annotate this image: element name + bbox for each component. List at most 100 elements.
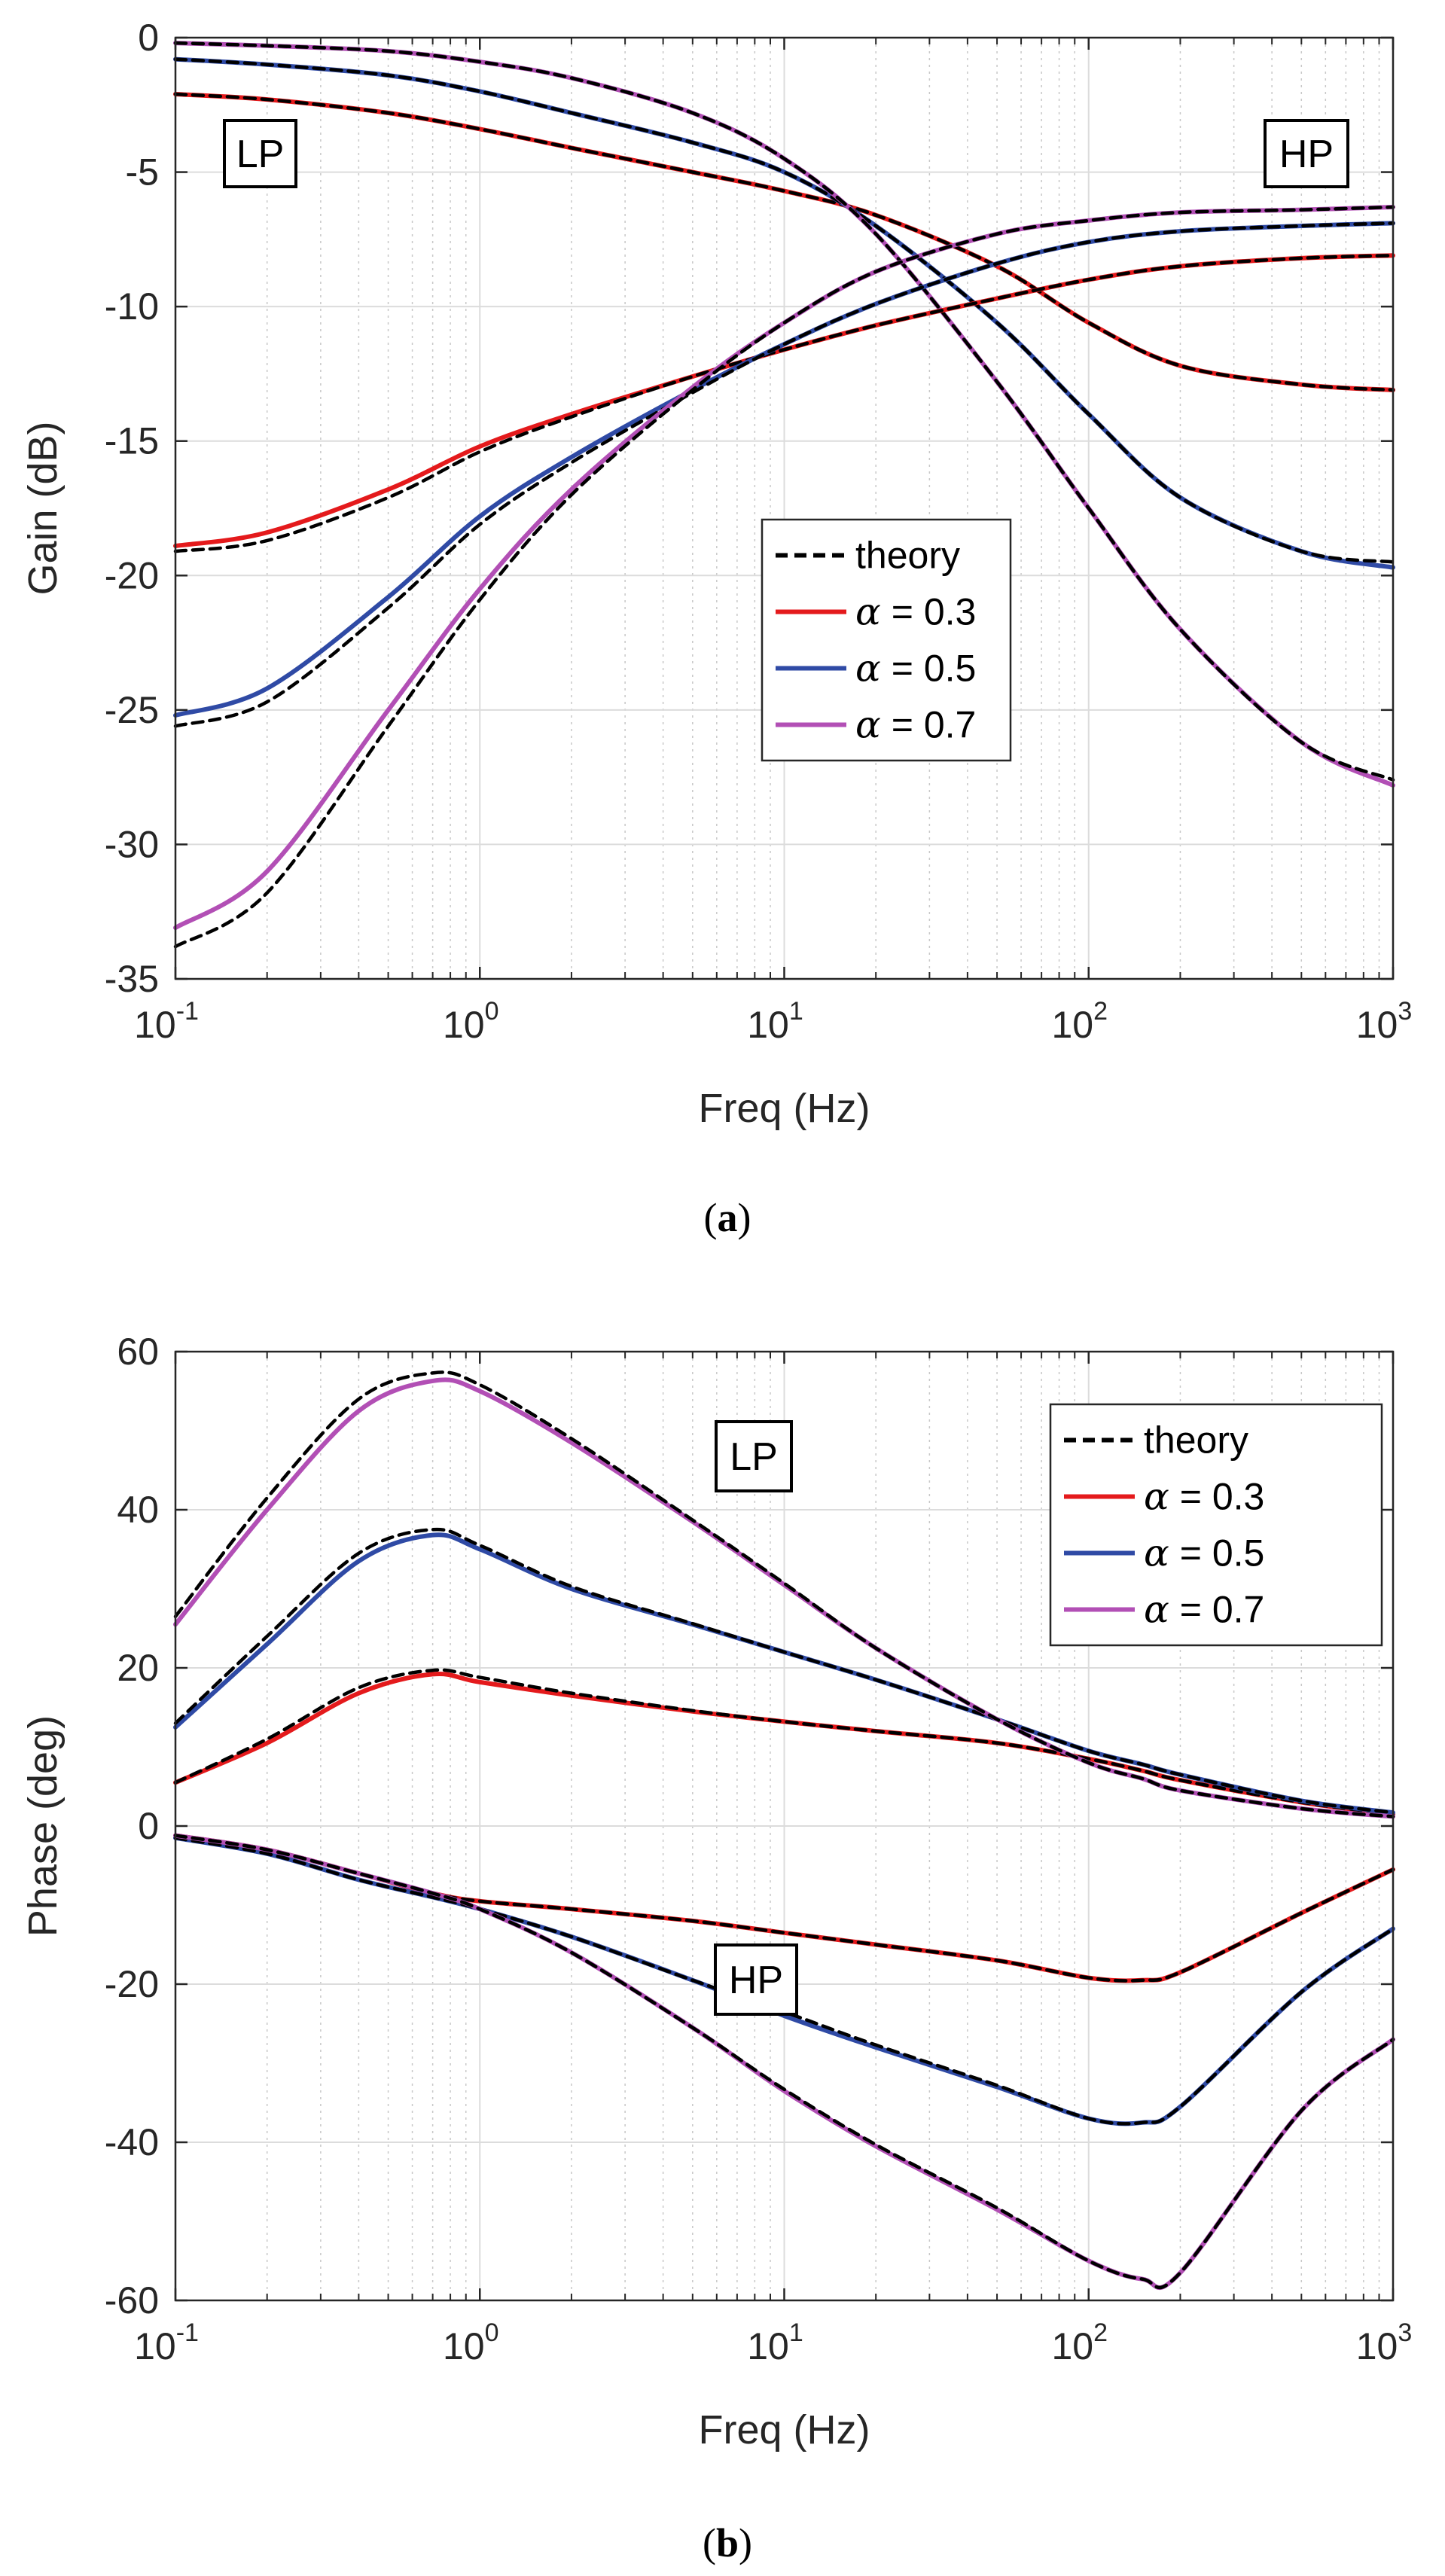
- y-tick-label: -40: [105, 2121, 159, 2163]
- x-tick-label: 102: [1051, 997, 1108, 1046]
- x-tick-label: 10-1: [134, 997, 199, 1046]
- series-hp-alpha-0-7-theory: [173, 1834, 1395, 2290]
- y-tick-label: -60: [105, 2279, 159, 2321]
- x-axis-label: Freq (Hz): [699, 1086, 870, 1131]
- legend-label: α = 0.3: [1144, 1475, 1264, 1519]
- series-group: [173, 41, 1395, 949]
- legend-symbol: α: [1144, 1588, 1169, 1632]
- annotation-lp: LP: [715, 1420, 793, 1492]
- series-lp-alpha-0-3-theory: [173, 92, 1395, 392]
- x-tick-base: 10: [747, 1004, 789, 1046]
- legend-symbol: α: [1144, 1532, 1169, 1575]
- x-tick-label: 101: [747, 997, 803, 1046]
- series-lp-alpha-0-3-theory: [173, 1668, 1395, 1816]
- annotation-hp: HP: [714, 1943, 798, 2016]
- legend-label: α = 0.5: [1144, 1532, 1264, 1575]
- annotation-label: HP: [729, 1959, 783, 2002]
- series-hp-alpha-0-5-theory: [173, 221, 1395, 728]
- x-axis: 10-1 100 101 102 103: [134, 1352, 1412, 2367]
- x-tick-label: 101: [747, 2318, 803, 2367]
- legend-entry: α = 0.3: [1064, 1475, 1264, 1519]
- x-tick-base: 10: [1051, 2325, 1093, 2367]
- annotation-lp: LP: [223, 119, 297, 188]
- y-tick-label: -35: [105, 958, 159, 1000]
- x-axis-label: Freq (Hz): [699, 2407, 870, 2453]
- annotation-hp: HP: [1264, 119, 1349, 188]
- x-tick-exponent: -1: [176, 997, 199, 1026]
- legend-entry: theory: [776, 535, 960, 577]
- legend-text: theory: [855, 535, 960, 577]
- legend-symbol: α: [1144, 1475, 1169, 1519]
- x-tick-base: 10: [134, 1004, 176, 1046]
- legend-label: α = 0.7: [1144, 1588, 1264, 1632]
- legend-symbol: α: [855, 703, 881, 747]
- legend-entry: α = 0.3: [776, 590, 976, 634]
- y-tick-label: -5: [126, 151, 159, 194]
- legend-text: = 0.5: [892, 648, 977, 690]
- y-tick-label: -10: [105, 285, 159, 328]
- y-axis-label: Gain (dB): [20, 421, 66, 595]
- caption-letter: a: [718, 1195, 738, 1240]
- legend-label: theory: [855, 535, 960, 577]
- legend-text: theory: [1144, 1419, 1248, 1462]
- legend-entry: α = 0.5: [1064, 1532, 1264, 1575]
- y-tick-label: 60: [117, 1331, 159, 1373]
- legend-label: α = 0.5: [855, 647, 976, 690]
- x-tick-base: 10: [443, 1004, 485, 1046]
- legend-label: α = 0.7: [855, 703, 976, 747]
- y-tick-label: 0: [138, 1805, 159, 1847]
- legend-entry: theory: [1064, 1419, 1248, 1462]
- caption-open-paren: (: [704, 1195, 718, 1240]
- legend-label: α = 0.3: [855, 590, 976, 634]
- annotation-box: [714, 1943, 798, 2016]
- series-lp-alpha-0-7-theory: [173, 1370, 1395, 1818]
- annotation-box: [715, 1420, 793, 1492]
- y-tick-label: 40: [117, 1489, 159, 1531]
- y-tick-label: -15: [105, 420, 159, 462]
- x-tick-exponent: -1: [176, 2318, 199, 2347]
- x-tick-base: 10: [747, 2325, 789, 2367]
- y-axis: 0 -5 -10 -15 -20 -25 -30 -35: [105, 17, 1393, 1000]
- x-tick-exponent: 1: [789, 997, 803, 1026]
- x-tick-exponent: 0: [485, 2318, 499, 2347]
- y-axis-label: Phase (deg): [20, 1715, 66, 1937]
- x-axis: 10-1 100 101 102 103: [134, 38, 1412, 1046]
- x-tick-base: 10: [1356, 1004, 1398, 1046]
- legend-entry: α = 0.7: [1064, 1588, 1264, 1632]
- legend-text: = 0.7: [892, 704, 977, 746]
- x-tick-label: 103: [1356, 2318, 1413, 2367]
- caption-letter: b: [716, 2520, 739, 2565]
- legend-box: [1049, 1403, 1383, 1647]
- series-lp-alpha-0-5-theory: [173, 57, 1395, 564]
- x-tick-base: 10: [1051, 1004, 1093, 1046]
- legend-entry: α = 0.5: [776, 647, 976, 690]
- x-tick-exponent: 3: [1398, 2318, 1412, 2347]
- x-tick-label: 102: [1051, 2318, 1108, 2367]
- legend-text: = 0.3: [1180, 1476, 1265, 1518]
- x-tick-label: 100: [443, 2318, 499, 2367]
- annotation-label: HP: [1279, 133, 1334, 176]
- legend-box: [761, 518, 1012, 762]
- x-tick-base: 10: [443, 2325, 485, 2367]
- series-lp-alpha-0-5-theory: [173, 1527, 1395, 1815]
- y-tick-label: -25: [105, 689, 159, 731]
- panel-caption: (b): [703, 2520, 752, 2565]
- legend-text: = 0.5: [1180, 1532, 1265, 1575]
- y-tick-label: 0: [138, 17, 159, 59]
- legend-symbol: α: [855, 647, 881, 690]
- x-tick-exponent: 1: [789, 2318, 803, 2347]
- panel-caption: (a): [704, 1195, 751, 1240]
- x-tick-exponent: 3: [1398, 997, 1412, 1026]
- y-tick-label: 20: [117, 1647, 159, 1689]
- legend-symbol: α: [855, 590, 881, 634]
- annotation-box: [1264, 119, 1349, 188]
- y-tick-label: -20: [105, 554, 159, 596]
- y-axis: 60 40 20 0 -20 -40 -60: [105, 1331, 1393, 2321]
- series-hp-alpha-0-7-theory: [173, 205, 1395, 949]
- x-tick-label: 100: [443, 997, 499, 1046]
- annotation-box: [223, 119, 297, 188]
- series-lp-alpha-0-7-theory: [173, 41, 1395, 782]
- x-tick-exponent: 2: [1093, 2318, 1108, 2347]
